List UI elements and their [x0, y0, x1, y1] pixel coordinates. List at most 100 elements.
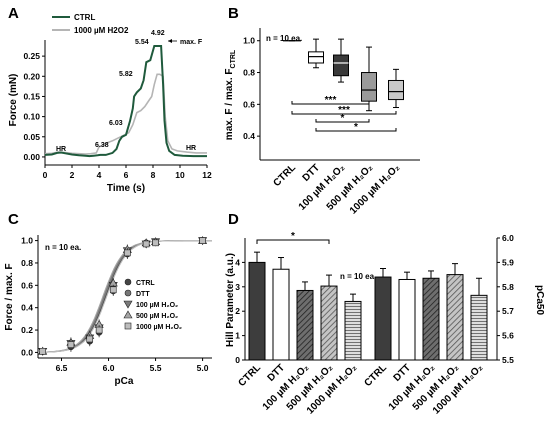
c-x-tick-label: 6.5 — [56, 363, 68, 373]
a-x-ticks: 0 2 4 6 8 10 12 — [43, 165, 212, 180]
c-y-label: Force / max. F — [4, 263, 15, 330]
c-x-label: pCa — [115, 376, 134, 387]
c-data-point — [199, 237, 206, 244]
d-y-tick-label-right: 5.7 — [502, 306, 514, 316]
b-sig-label: * — [354, 122, 358, 133]
c-legend-marker — [124, 322, 132, 330]
c-data-point — [142, 240, 150, 248]
d-significance: * — [256, 231, 330, 244]
annotation-hr-left: HR — [56, 146, 66, 153]
b-box — [361, 72, 377, 102]
c-legend-marker — [123, 310, 133, 319]
c-data-point — [39, 347, 47, 355]
c-legend-label: CTRL — [136, 280, 155, 287]
b-y-label-main: max. F / max. F — [224, 68, 235, 140]
c-data-point — [86, 335, 94, 343]
a-y-label: Force (mN) — [8, 74, 19, 127]
c-y-tick-label: 0.4 — [21, 303, 33, 313]
a-y-tick-label: 0.25 — [23, 51, 40, 61]
d-bar — [470, 294, 488, 361]
annotation-pca-5-82: 5.82 — [119, 71, 133, 78]
b-note: n = 10 ea. — [266, 34, 302, 43]
c-legend-label: DTT — [136, 291, 150, 298]
a-x-tick-label: 12 — [202, 170, 212, 180]
c-data-point — [152, 239, 159, 247]
b-box — [388, 79, 404, 101]
a-x-tick-label: 6 — [124, 170, 129, 180]
c-x-tick-label: 5.0 — [197, 363, 209, 373]
c-legend-label: 1000 µM H₂O₂ — [136, 324, 182, 331]
d-y-tick-label-right: 6.0 — [502, 233, 514, 243]
c-x-tick-label: 6.0 — [103, 363, 115, 373]
a-series-line — [44, 45, 207, 158]
panel-a: 0.00 0.05 0.10 0.15 0.20 0.25 0 2 4 6 8 10 12 Force… — [8, 13, 212, 194]
annotation-pca-4-92: 4.92 — [151, 30, 165, 37]
a-x-tick-label: 0 — [43, 170, 48, 180]
a-y-tick-label: 0.15 — [23, 91, 40, 101]
c-data-point — [109, 286, 117, 294]
panel-label-d: D — [228, 211, 239, 228]
panel-label-a: A — [8, 5, 19, 22]
c-fit-curve — [37, 240, 212, 353]
d-y-tick-label-left: 2 — [235, 306, 240, 316]
d-x-tick-label: CTRL — [236, 362, 263, 389]
panel-label-c: C — [8, 211, 19, 228]
b-y-tick-label: 0.4 — [243, 131, 255, 141]
panel-b: 0.40.60.81.0 max. F / max. FCTRL n = 10 … — [224, 28, 420, 217]
d-bar — [398, 278, 416, 361]
d-y-tick-label-right: 5.8 — [502, 282, 514, 292]
c-y-ticks: 0.0 0.2 0.4 0.6 0.8 1.0 — [21, 236, 38, 357]
annotation-arrowhead — [168, 39, 172, 43]
b-sig-label: * — [341, 113, 345, 124]
c-legend-marker — [124, 278, 132, 286]
d-sig-bracket — [256, 239, 330, 244]
d-sig-label: * — [291, 231, 295, 242]
c-data-point — [124, 249, 131, 257]
d-bar — [272, 268, 290, 361]
annotation-max-f: max. F — [180, 39, 203, 46]
panel-label-b: B — [228, 5, 239, 22]
b-y-ticks: 0.4 0.6 0.8 1.0 — [243, 36, 260, 141]
b-sig-bracket — [315, 119, 370, 123]
b-x-tick-label: 1000 µM H₂O₂ — [348, 162, 402, 216]
b-sig-bracket — [315, 128, 397, 132]
b-y-tick-label: 1.0 — [243, 36, 255, 46]
panel-d: 0 1 2 3 4 5.5 5.6 5.7 5.8 5.9 6.0 Hill Parameter (… — [225, 231, 545, 417]
b-sig-bracket — [291, 101, 370, 105]
annotation-pca-6-38: 6.38 — [95, 142, 109, 149]
d-y-tick-label-right: 5.5 — [502, 355, 514, 365]
b-y-tick-label: 0.8 — [243, 68, 255, 78]
b-sig-label: *** — [325, 95, 337, 106]
a-x-tick-label: 4 — [97, 170, 102, 180]
c-legend-label: 500 µM H₂O₂ — [136, 313, 178, 320]
d-y-label-right: pCa50 — [534, 285, 545, 315]
legend-label-ctrl: CTRL — [74, 13, 95, 22]
c-y-tick-label: 0.6 — [21, 280, 33, 290]
annotation-pca-6-03: 6.03 — [109, 120, 123, 127]
b-sig-bracket — [291, 111, 397, 115]
c-data-point — [95, 326, 103, 334]
legend-label-h2o2: 1000 µM H2O2 — [74, 26, 129, 35]
d-note: n = 10 ea. — [340, 272, 376, 281]
c-legend-marker — [124, 289, 132, 297]
c-x-tick-label: 5.5 — [150, 363, 162, 373]
d-bar — [248, 261, 266, 361]
b-y-label-sub: CTRL — [230, 49, 237, 68]
a-y-ticks: 0.00 0.05 0.10 0.15 0.20 0.25 — [23, 51, 45, 162]
d-bar — [320, 285, 338, 361]
a-series-line — [44, 73, 207, 155]
c-fit-curves — [37, 240, 212, 353]
b-x-tick-label: DTT — [301, 162, 323, 184]
c-y-tick-label: 1.0 — [21, 236, 33, 246]
a-x-tick-label: 10 — [175, 170, 185, 180]
a-y-tick-label: 0.05 — [23, 132, 40, 142]
d-bar — [446, 274, 464, 361]
d-y-label-left: Hill Parameter (a.u.) — [225, 253, 236, 347]
d-y-tick-label-left: 3 — [235, 282, 240, 292]
c-data-point — [67, 341, 75, 348]
d-y-tick-label-left: 1 — [235, 331, 240, 341]
c-legend-label: 100 µM H₂O₂ — [136, 302, 178, 309]
